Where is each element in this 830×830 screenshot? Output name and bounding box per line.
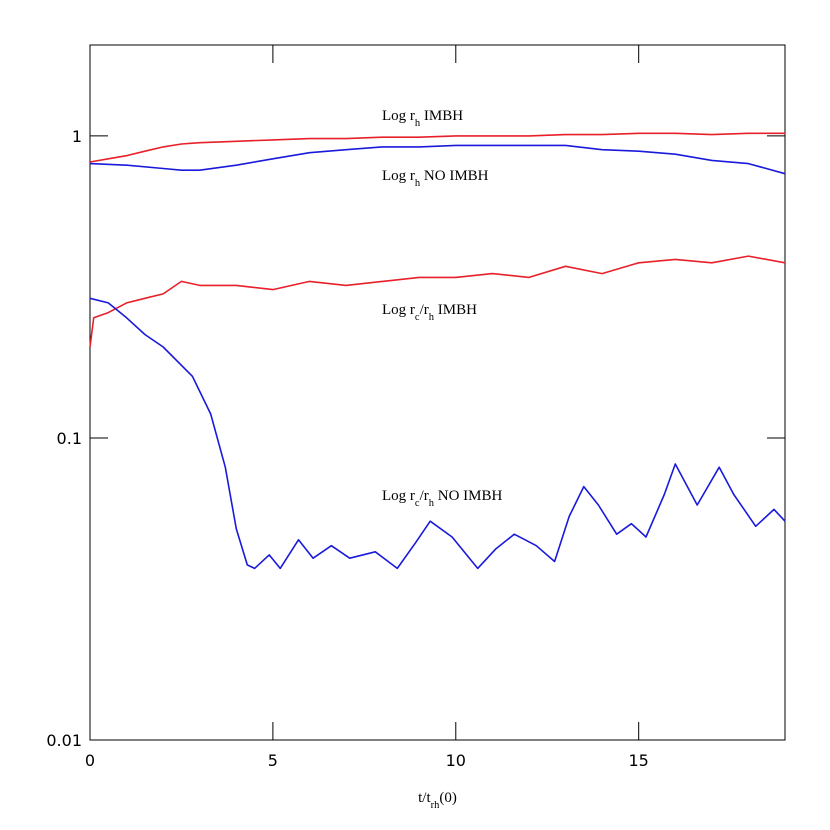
y-tick-label: 1 xyxy=(72,127,82,146)
annotation-part: h xyxy=(415,178,421,189)
annotation-part: Log r xyxy=(382,488,415,504)
x-tick-label: 15 xyxy=(629,751,649,770)
x-tick-label: 10 xyxy=(446,751,466,770)
annotation-part: c xyxy=(415,498,420,509)
annotation-part: /r xyxy=(420,302,429,318)
plot-frame xyxy=(89,44,786,741)
annotation-part: h xyxy=(415,118,421,129)
x-axis-label-part: rh xyxy=(431,800,440,811)
data-line xyxy=(89,144,786,175)
annotation: Log rh IMBH xyxy=(382,108,463,129)
annotation: Log rc/rh IMBH xyxy=(382,302,477,323)
data-line xyxy=(89,297,786,570)
data-line xyxy=(89,132,785,163)
annotation-part: IMBH xyxy=(420,108,463,124)
annotation-part: h xyxy=(429,498,435,509)
annotation-part: Log r xyxy=(382,302,415,318)
x-tick-label: 5 xyxy=(268,751,278,770)
annotation-part: NO IMBH xyxy=(420,168,489,184)
annotation-part: c xyxy=(415,312,420,323)
data-line xyxy=(89,255,786,348)
annotation-part: h xyxy=(429,312,435,323)
x-tick-label: 0 xyxy=(85,751,95,770)
annotation: Log rh NO IMBH xyxy=(382,168,489,189)
annotation-part: /r xyxy=(420,488,429,504)
annotation-part: IMBH xyxy=(434,302,477,318)
annotation-part: Log r xyxy=(382,168,415,184)
x-axis-label-part: t/t xyxy=(418,790,431,806)
annotation-part: Log r xyxy=(382,108,415,124)
annotation-part: NO IMBH xyxy=(434,488,503,504)
x-axis-label-part: (0) xyxy=(439,790,457,806)
y-tick-label: 0.1 xyxy=(57,429,82,448)
annotation: Log rc/rh NO IMBH xyxy=(382,488,503,509)
y-tick-label: 0.01 xyxy=(46,731,82,750)
x-axis-label: t/trh(0) xyxy=(418,790,457,811)
